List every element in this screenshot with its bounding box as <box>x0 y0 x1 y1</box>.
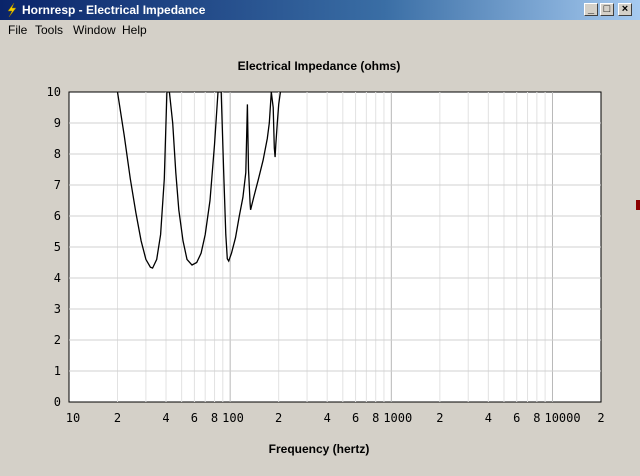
x-tick-label: 6 <box>513 411 520 425</box>
y-tick-label: 1 <box>54 364 61 378</box>
menu-file[interactable]: File <box>8 23 28 37</box>
x-tick-label: 4 <box>324 411 331 425</box>
y-tick-label: 9 <box>54 116 61 130</box>
lightning-icon <box>7 2 17 18</box>
y-gridlines <box>69 122 601 372</box>
x-tick-label: 2 <box>597 411 604 425</box>
y-tick-label: 2 <box>54 333 61 347</box>
x-tick-label: 8 <box>533 411 540 425</box>
x-tick-label: 6 <box>191 411 198 425</box>
chart-title: Electrical Impedance (ohms) <box>238 59 401 73</box>
edge-marker <box>636 200 640 210</box>
impedance-chart: Electrical Impedance (ohms) 0 1 2 3 4 5 6 7 8 9 10… <box>47 59 605 456</box>
menu-bar: File Tools Window Help <box>0 20 640 38</box>
x-tick-label: 4 <box>485 411 492 425</box>
x-tick-label: 4 <box>162 411 169 425</box>
x-tick-label: 10 <box>66 411 80 425</box>
x-tick-label: 8 <box>211 411 218 425</box>
x-tick-labels: 10 2 4 6 8 100 2 4 6 8 1000 2 4 6 8 10000 2 <box>66 411 605 425</box>
maximize-button[interactable]: □ <box>600 3 614 16</box>
x-tick-label: 6 <box>352 411 359 425</box>
close-button[interactable]: × <box>618 3 632 16</box>
window-title: Hornresp - Electrical Impedance <box>22 3 206 17</box>
x-tick-label: 2 <box>114 411 121 425</box>
x-tick-label: 100 <box>222 411 244 425</box>
x-tick-label: 2 <box>275 411 282 425</box>
y-tick-label: 3 <box>54 302 61 316</box>
minimize-button[interactable]: _ <box>584 3 598 16</box>
menu-window[interactable]: Window <box>73 23 116 37</box>
x-tick-label: 8 <box>372 411 379 425</box>
y-tick-label: 8 <box>54 147 61 161</box>
y-tick-label: 7 <box>54 178 61 192</box>
x-axis-label: Frequency (hertz) <box>269 442 370 456</box>
impedance-series-line <box>116 92 282 269</box>
menu-tools[interactable]: Tools <box>35 23 64 37</box>
y-tick-label: 5 <box>54 240 61 254</box>
x-tick-label: 10000 <box>544 411 580 425</box>
y-tick-label: 4 <box>54 271 61 285</box>
y-tick-label: 6 <box>54 209 61 223</box>
title-bar[interactable]: Hornresp - Electrical Impedance _ □ × <box>0 0 640 20</box>
y-tick-label: 10 <box>47 85 61 99</box>
menu-help[interactable]: Help <box>122 23 147 37</box>
y-tick-label: 0 <box>54 395 61 409</box>
y-tick-labels: 0 1 2 3 4 5 6 7 8 9 10 <box>47 85 61 409</box>
x-tick-label: 2 <box>436 411 443 425</box>
x-tick-label: 1000 <box>383 411 412 425</box>
series-group <box>116 92 282 269</box>
